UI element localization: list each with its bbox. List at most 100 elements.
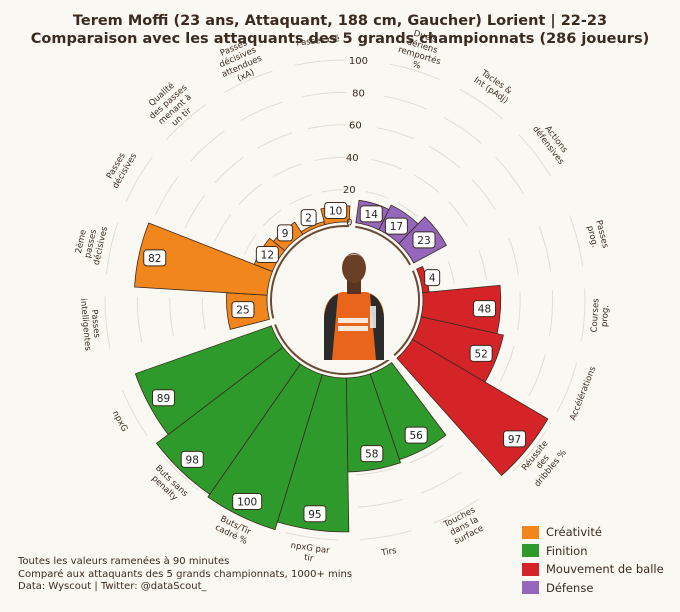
gridline-arc <box>243 233 257 256</box>
metric-label: Passes clé <box>296 33 340 48</box>
metric-label-line: prog. <box>600 305 611 328</box>
gridline-arc <box>444 117 482 144</box>
gridline-arc <box>499 345 515 382</box>
gridline-arc <box>155 175 179 216</box>
value-label: 52 <box>474 348 487 360</box>
gridline-arc <box>289 194 312 205</box>
gridline-arc <box>360 530 412 541</box>
legend-swatch <box>522 544 539 558</box>
player-photo <box>316 248 392 360</box>
metric-label: Passesintelligentes <box>78 297 103 352</box>
gridline-arc <box>528 354 546 397</box>
gridline-arc <box>224 70 273 93</box>
gridline-arc <box>285 532 338 541</box>
gridline-arc <box>517 291 521 330</box>
tick-label: 60 <box>349 121 362 132</box>
gridline-arc <box>358 498 403 508</box>
metric-label: npxG <box>110 409 129 433</box>
value-label-box <box>180 450 204 468</box>
tick-label: 100 <box>349 56 368 67</box>
value-label-box <box>404 426 428 444</box>
value-label: 17 <box>390 221 403 233</box>
legend-item: Mouvement de balle <box>522 560 664 579</box>
metric-label-line: Passes clé <box>296 33 340 48</box>
gridline-arc <box>314 156 346 161</box>
legend-label: Mouvement de balle <box>546 562 664 577</box>
metric-label-line: % <box>411 60 422 72</box>
metric-label: Duelsaériensremportés% <box>394 26 448 77</box>
value-label: 58 <box>365 449 378 461</box>
gridline-arc <box>122 389 148 437</box>
group-arc <box>274 324 390 375</box>
metric-label: Passesprog. <box>584 219 611 252</box>
gridline-arc <box>214 214 231 242</box>
bar-11 <box>207 363 323 531</box>
metric-label: Coursesprog. <box>589 298 611 334</box>
value-label-box <box>472 300 496 318</box>
gridline-arc <box>105 222 119 275</box>
metric-label-line: 2ème <box>73 229 89 255</box>
gridline-arc <box>549 290 554 336</box>
gridline-arc <box>447 260 455 285</box>
metric-label-line: Passes <box>89 309 102 339</box>
gridline-arc <box>581 288 586 341</box>
gridline-arc <box>371 159 402 170</box>
metric-label-line: Accélérations <box>567 364 598 422</box>
gridline-arc <box>512 430 547 472</box>
metric-label: Qualitédes passesmenant àun tir <box>140 74 203 136</box>
gridline-arc <box>238 183 263 205</box>
gridline-arc <box>294 59 347 66</box>
legend-label: Finition <box>546 543 588 558</box>
value-label: 89 <box>157 393 170 405</box>
gridline-arc <box>307 124 346 130</box>
gridline-arc <box>104 296 111 349</box>
group-arc <box>270 225 349 319</box>
value-label: 12 <box>261 249 274 261</box>
footer-line1: Toutes les valeurs ramenées à 90 minutes <box>18 556 230 567</box>
gridline-arc <box>569 215 584 267</box>
tick-label: 20 <box>343 185 356 196</box>
gridline-arc <box>321 189 346 193</box>
gridline-arc <box>471 178 496 211</box>
gridline-arc <box>557 362 578 412</box>
gridline-arc <box>166 104 207 140</box>
tick-label: 40 <box>346 153 359 164</box>
value-label: 23 <box>417 235 430 247</box>
footer-line3: Data: Wyscout | Twitter: @dataScout_ <box>18 581 207 592</box>
gridline-arc <box>508 238 519 276</box>
tick-label: 0 <box>346 217 352 228</box>
gridline-arc <box>432 498 480 524</box>
gridline-arc <box>420 471 462 494</box>
metric-label-line: tir <box>303 553 314 564</box>
metric-label: Passesdécisivesattendues(xA) <box>212 35 268 89</box>
value-labels: 14 17 23 4 48 52 97 56 58 95 100 98 89 25 82 12 9 2 10 <box>143 201 527 523</box>
value-label: 9 <box>282 228 289 240</box>
value-label-box <box>360 445 384 463</box>
footer-notes: Toutes les valeurs ramenées à 90 minutes… <box>18 556 352 594</box>
value-label: 48 <box>478 304 491 316</box>
metric-label: Accélérations <box>567 364 598 422</box>
gridline-arc <box>262 209 282 227</box>
value-label-box <box>255 245 279 263</box>
gridline-arc <box>383 95 428 110</box>
value-label: 2 <box>305 213 312 225</box>
group-arc <box>393 270 420 356</box>
value-label-box <box>232 493 263 511</box>
gridline-arc <box>448 201 468 227</box>
value-label-box <box>231 301 255 319</box>
tick-labels: 100 80 60 40 20 0 <box>343 56 368 228</box>
gridline-arc <box>136 296 143 343</box>
gridline-arc <box>201 297 206 330</box>
metric-label: 2èmepassesdécisives <box>71 221 110 266</box>
value-label: 4 <box>429 273 436 285</box>
metric-label-line: Courses <box>589 298 601 333</box>
gridline-arc <box>214 156 244 184</box>
gridline-arc <box>273 163 303 177</box>
chart-title: Terem Moffi (23 ans, Attaquant, 188 cm, … <box>0 12 680 48</box>
chart-title-line2: Comparaison avec les attaquants des 5 gr… <box>30 31 650 47</box>
chart-title-line1: Terem Moffi (23 ans, Attaquant, 188 cm, … <box>72 13 608 29</box>
legend: Créativité Finition Mouvement de balle Défe… <box>522 523 664 597</box>
gridline-arc <box>160 453 200 491</box>
gridline-arc <box>409 444 444 464</box>
